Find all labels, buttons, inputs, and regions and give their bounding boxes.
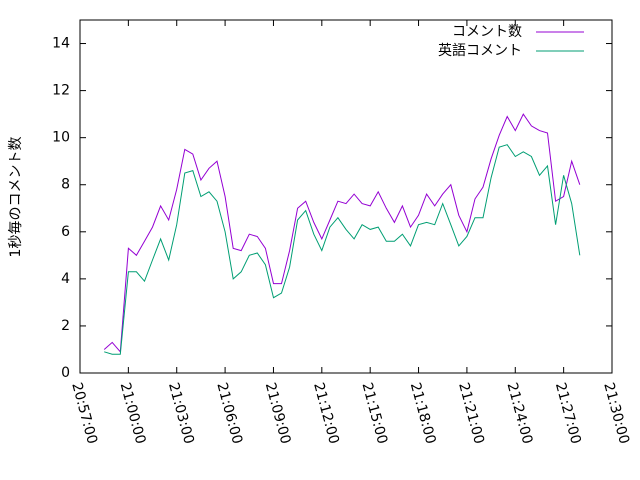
legend-label: コメント数 xyxy=(452,24,522,40)
x-tick-label: 21:21:00 xyxy=(455,381,487,446)
x-tick-label: 21:24:00 xyxy=(504,381,536,446)
x-tick-label: 21:00:00 xyxy=(117,381,149,446)
x-tick-label: 21:18:00 xyxy=(407,381,439,446)
x-tick-label: 21:03:00 xyxy=(165,381,197,446)
x-tick-label: 21:27:00 xyxy=(552,381,584,446)
x-tick-label: 21:06:00 xyxy=(213,381,245,446)
x-tick-label: 21:12:00 xyxy=(310,381,342,446)
y-tick-label: 6 xyxy=(61,224,70,240)
legend-label: 英語コメント xyxy=(438,42,522,59)
y-axis-label: 1秒毎のコメント数 xyxy=(8,137,24,258)
x-tick-label: 21:30:00 xyxy=(600,381,632,446)
y-tick-label: 10 xyxy=(52,130,70,146)
series-line xyxy=(104,144,581,355)
x-tick-label: 20:57:00 xyxy=(68,381,100,446)
y-tick-label: 12 xyxy=(52,83,70,99)
y-tick-label: 0 xyxy=(61,365,70,381)
y-tick-label: 8 xyxy=(61,177,70,193)
series-line xyxy=(103,113,581,354)
y-tick-label: 14 xyxy=(52,36,70,52)
plot-frame xyxy=(79,19,613,374)
x-tick-label: 21:15:00 xyxy=(358,381,390,446)
y-tick-label: 2 xyxy=(61,318,70,334)
x-tick-label: 21:09:00 xyxy=(262,381,294,446)
y-tick-label: 4 xyxy=(61,271,70,287)
